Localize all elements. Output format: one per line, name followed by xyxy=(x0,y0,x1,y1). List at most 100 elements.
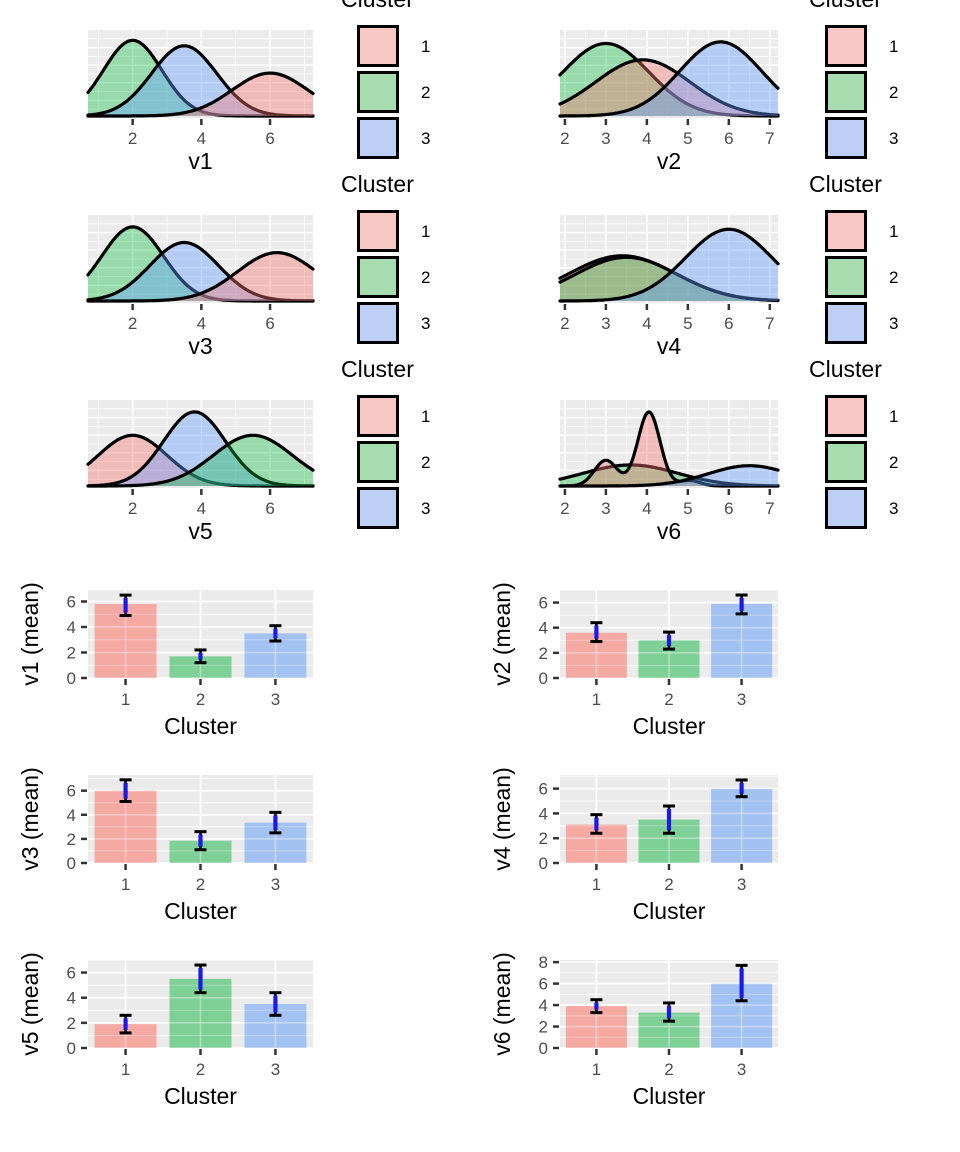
y-axis-title-v1: v1 (mean) xyxy=(17,582,43,686)
bar-chart-canvas-v4: 0 2 4 6 1 2 3 xyxy=(539,775,778,894)
y-tick-label: 2 xyxy=(539,1018,548,1037)
bar-cluster-2 xyxy=(169,656,232,678)
x-tick-label-cluster-2: 2 xyxy=(196,875,205,894)
legend-title: Cluster xyxy=(809,171,882,197)
legend-label-cluster-1: 1 xyxy=(421,37,431,56)
x-tick-label: 4 xyxy=(642,314,651,333)
y-tick-label: 0 xyxy=(67,669,76,688)
y-tick-label: 6 xyxy=(539,594,548,613)
legend-swatch-cluster-3 xyxy=(825,302,867,344)
x-tick-label-cluster-2: 2 xyxy=(196,1060,205,1079)
x-axis-title-v4: v4 xyxy=(656,333,682,359)
x-tick-label: 5 xyxy=(683,129,692,148)
y-axis-title-v6: v6 (mean) xyxy=(489,952,515,1056)
density-plot-canvas-v5: 2 4 6 xyxy=(86,400,315,518)
legend-swatch-cluster-1 xyxy=(357,210,399,252)
x-axis-title-cluster: Cluster xyxy=(164,1083,237,1109)
x-tick-label: 2 xyxy=(560,499,569,518)
legend-swatch-cluster-2 xyxy=(825,256,867,298)
y-tick-label: 0 xyxy=(67,854,76,873)
legend-label-cluster-2: 2 xyxy=(421,83,431,102)
x-tick-label-cluster-2: 2 xyxy=(664,875,673,894)
y-axis-title-v3: v3 (mean) xyxy=(17,767,43,871)
x-tick-label: 2 xyxy=(560,314,569,333)
x-axis-title-v3: v3 xyxy=(188,333,213,359)
x-tick-label: 4 xyxy=(197,499,206,518)
y-tick-label: 2 xyxy=(67,643,76,662)
x-tick-label-cluster-1: 1 xyxy=(121,690,130,709)
bar-cell-v2: 0 2 4 6 1 2 3 v2 (mean) Cluster xyxy=(480,555,960,740)
legend-swatch-cluster-1 xyxy=(357,395,399,437)
y-tick-label: 8 xyxy=(539,953,548,972)
legend-label-cluster-3: 3 xyxy=(421,314,431,333)
legend-title: Cluster xyxy=(341,171,414,197)
density-cell-v6: 2 3 4 5 6 7 v6 Cluster 1 2 3 xyxy=(480,356,960,555)
x-tick-label: 4 xyxy=(642,129,651,148)
x-tick-label: 4 xyxy=(197,314,206,333)
x-tick-label: 5 xyxy=(683,314,692,333)
y-tick-label: 4 xyxy=(539,804,548,823)
legend-title: Cluster xyxy=(341,0,414,12)
bar-cell-v3: 0 2 4 6 1 2 3 v3 (mean) Cluster xyxy=(0,740,480,925)
legend-label-cluster-2: 2 xyxy=(421,453,431,472)
bar-chart-canvas-v3: 0 2 4 6 1 2 3 xyxy=(67,775,313,894)
x-tick-label: 3 xyxy=(601,314,610,333)
legend-label-cluster-2: 2 xyxy=(421,268,431,287)
legend-swatch-cluster-3 xyxy=(825,487,867,529)
legend-label-cluster-1: 1 xyxy=(889,222,899,241)
x-tick-label-cluster-3: 3 xyxy=(737,1060,746,1079)
y-tick-label: 6 xyxy=(539,975,548,994)
x-tick-label-cluster-2: 2 xyxy=(664,1060,673,1079)
x-axis-title-cluster: Cluster xyxy=(632,713,706,739)
legend-title: Cluster xyxy=(809,356,882,382)
x-tick-label: 6 xyxy=(724,314,733,333)
bar-cluster-1 xyxy=(94,1024,157,1048)
density-cell-v5: 2 4 6 v5 Cluster 1 2 3 xyxy=(0,356,480,555)
legend-swatch-cluster-1 xyxy=(825,395,867,437)
bar-cluster-3 xyxy=(711,788,773,863)
y-tick-label: 0 xyxy=(67,1039,76,1058)
x-tick-label-cluster-1: 1 xyxy=(592,875,601,894)
x-tick-label-cluster-3: 3 xyxy=(737,690,746,709)
y-tick-label: 2 xyxy=(539,644,548,663)
x-tick-label: 6 xyxy=(724,129,733,148)
y-tick-label: 4 xyxy=(67,618,76,637)
legend-label-cluster-2: 2 xyxy=(889,268,899,287)
x-tick-label-cluster-3: 3 xyxy=(271,690,280,709)
x-tick-label: 5 xyxy=(683,499,692,518)
legend-swatch-cluster-3 xyxy=(825,117,867,159)
density-cell-v4: 2 3 4 5 6 7 v4 Cluster 1 2 3 xyxy=(480,171,960,370)
x-tick-label-cluster-2: 2 xyxy=(196,690,205,709)
x-tick-label: 4 xyxy=(197,129,206,148)
legend-title: Cluster xyxy=(341,356,414,382)
x-tick-label: 6 xyxy=(724,499,733,518)
legend-label-cluster-1: 1 xyxy=(889,407,899,426)
legend-swatch-cluster-2 xyxy=(357,71,399,113)
x-tick-label: 3 xyxy=(601,499,610,518)
legend-label-cluster-1: 1 xyxy=(421,407,431,426)
x-tick-label-cluster-1: 1 xyxy=(121,875,130,894)
x-axis-title-cluster: Cluster xyxy=(164,713,237,739)
legend-label-cluster-2: 2 xyxy=(889,83,899,102)
y-tick-label: 2 xyxy=(539,829,548,848)
x-tick-label: 7 xyxy=(765,499,774,518)
y-tick-label: 6 xyxy=(539,780,548,799)
legend-label-cluster-1: 1 xyxy=(421,222,431,241)
x-tick-label: 2 xyxy=(128,314,137,333)
x-tick-label-cluster-1: 1 xyxy=(592,1060,601,1079)
x-tick-label: 2 xyxy=(560,129,569,148)
x-axis-title-cluster: Cluster xyxy=(632,898,706,924)
y-tick-label: 4 xyxy=(67,989,76,1008)
legend-swatch-cluster-3 xyxy=(357,117,399,159)
density-plot-canvas-v3: 2 4 6 xyxy=(86,215,315,333)
density-plot-canvas-v4: 2 3 4 5 6 7 xyxy=(558,215,780,333)
x-tick-label-cluster-1: 1 xyxy=(592,690,601,709)
density-plot-canvas-v2: 2 3 4 5 6 7 xyxy=(558,30,780,148)
bar-chart-canvas-v5: 0 2 4 6 1 2 3 xyxy=(67,959,313,1079)
legend-swatch-cluster-1 xyxy=(357,25,399,67)
bar-cluster-2 xyxy=(169,840,232,863)
x-tick-label-cluster-1: 1 xyxy=(121,1060,130,1079)
x-tick-label: 2 xyxy=(128,499,137,518)
legend-swatch-cluster-2 xyxy=(357,256,399,298)
